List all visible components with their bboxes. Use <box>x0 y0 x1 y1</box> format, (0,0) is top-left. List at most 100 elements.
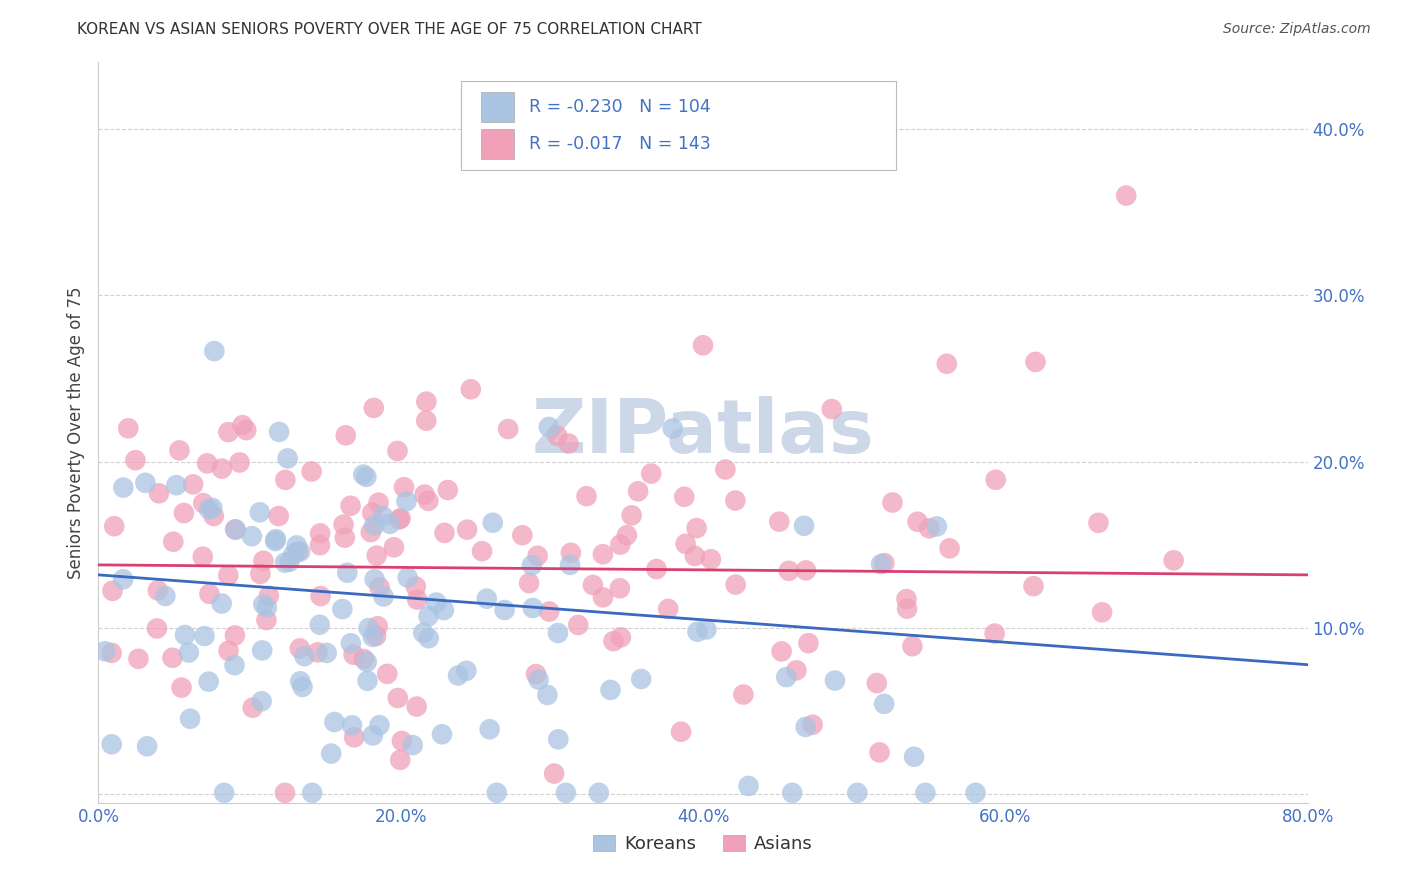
Point <box>412 626 434 640</box>
Point <box>547 626 569 640</box>
Point <box>599 682 621 697</box>
Point <box>330 602 353 616</box>
Point <box>94 644 117 658</box>
Point <box>686 624 709 639</box>
Point <box>193 629 215 643</box>
FancyBboxPatch shape <box>481 92 515 121</box>
Point <box>695 623 717 637</box>
Point <box>793 518 815 533</box>
Point <box>914 786 936 800</box>
Point <box>264 534 287 549</box>
Point <box>294 649 316 664</box>
Point <box>588 786 610 800</box>
Point <box>522 601 544 615</box>
Point <box>433 603 456 617</box>
Point <box>287 544 309 558</box>
Point <box>700 552 723 566</box>
Point <box>869 746 891 760</box>
Point <box>177 646 200 660</box>
Point <box>343 731 366 745</box>
Point <box>357 621 380 635</box>
Point <box>456 664 478 678</box>
Point <box>724 493 747 508</box>
Point <box>389 753 412 767</box>
Point <box>323 714 346 729</box>
Point <box>165 478 187 492</box>
Point <box>609 582 631 596</box>
Point <box>907 515 929 529</box>
Point <box>418 494 440 508</box>
Point <box>235 423 257 437</box>
Point <box>775 670 797 684</box>
Point <box>610 631 633 645</box>
Point <box>211 597 233 611</box>
Point <box>283 547 305 561</box>
Point <box>291 680 314 694</box>
Point <box>117 421 139 435</box>
Point <box>378 516 401 531</box>
Point <box>170 681 193 695</box>
Point <box>254 613 277 627</box>
Point <box>388 512 411 526</box>
FancyBboxPatch shape <box>481 129 515 159</box>
Point <box>526 549 548 563</box>
Point <box>277 451 299 466</box>
Point <box>148 486 170 500</box>
Point <box>198 502 221 516</box>
Point <box>353 652 375 666</box>
Point <box>382 541 405 555</box>
Point <box>352 467 374 482</box>
Point <box>456 523 478 537</box>
Point <box>274 786 297 800</box>
Point <box>538 605 561 619</box>
Point <box>290 674 312 689</box>
Point <box>162 650 184 665</box>
Point <box>252 597 274 611</box>
Point <box>471 544 494 558</box>
Point <box>136 739 159 754</box>
Point <box>309 526 332 541</box>
Point <box>645 562 668 576</box>
Point <box>179 712 201 726</box>
Point <box>256 600 278 615</box>
Point <box>371 509 394 524</box>
Point <box>673 490 696 504</box>
Point <box>640 467 662 481</box>
Point <box>413 487 436 501</box>
Point <box>510 528 533 542</box>
Point <box>870 557 893 571</box>
Point <box>657 602 679 616</box>
Point <box>224 658 246 673</box>
Point <box>191 549 214 564</box>
Point <box>415 394 437 409</box>
Point <box>356 655 378 669</box>
Point <box>366 629 388 643</box>
Point <box>675 537 697 551</box>
Point <box>315 646 337 660</box>
Point <box>1022 579 1045 593</box>
Point <box>391 734 413 748</box>
Point <box>683 549 706 563</box>
Point <box>592 591 614 605</box>
Point <box>202 344 225 359</box>
Point <box>496 422 519 436</box>
Point <box>217 425 239 439</box>
Point <box>288 641 311 656</box>
Text: ZIPatlas: ZIPatlas <box>531 396 875 469</box>
Point <box>288 544 311 558</box>
Point <box>173 506 195 520</box>
Point <box>896 601 918 615</box>
Point <box>162 534 184 549</box>
Point <box>821 402 844 417</box>
Point <box>278 555 301 569</box>
Point <box>252 554 274 568</box>
Point <box>418 609 440 624</box>
Point <box>965 786 987 800</box>
Point <box>1024 355 1046 369</box>
Point <box>103 519 125 533</box>
Point <box>896 592 918 607</box>
Point <box>475 591 498 606</box>
Point <box>363 401 385 415</box>
Point <box>389 511 412 525</box>
Point <box>112 572 135 586</box>
